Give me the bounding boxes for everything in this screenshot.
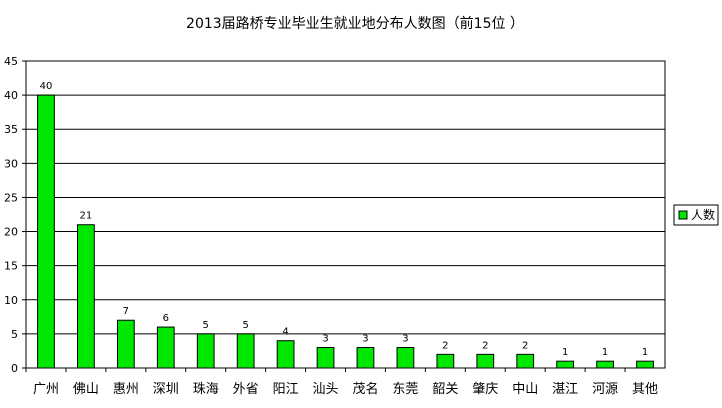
x-tick-label: 广州 [33, 382, 59, 397]
y-tick-label: 45 [4, 55, 18, 68]
y-tick-label: 25 [4, 191, 18, 204]
legend-swatch-icon [678, 210, 688, 220]
y-tick-label: 15 [4, 260, 18, 273]
bars [37, 94, 654, 369]
legend-label: 人数 [691, 207, 715, 222]
data-label: 7 [123, 306, 129, 317]
bar-4 [196, 333, 215, 369]
data-label: 3 [362, 334, 368, 345]
bar-9 [396, 347, 415, 369]
x-tick-label: 东莞 [392, 382, 418, 397]
bar-13 [556, 360, 575, 369]
data-label: 2 [522, 340, 528, 351]
bar-0 [37, 94, 55, 369]
data-label: 5 [242, 320, 248, 331]
x-tick-label: 肇庆 [472, 382, 498, 397]
data-label: 5 [203, 320, 209, 331]
x-tick-label: 外省 [233, 382, 259, 397]
data-label: 1 [562, 347, 568, 358]
y-tick-label: 10 [4, 294, 18, 307]
bar-12 [516, 353, 535, 369]
x-tick-label: 其他 [632, 382, 658, 397]
bar-6 [276, 340, 295, 369]
bar-14 [596, 360, 614, 369]
y-axis-ticks: 0 5 10 15 20 25 30 35 40 45 [4, 55, 26, 375]
x-tick-label: 河源 [592, 382, 618, 397]
bar-8 [356, 347, 375, 369]
x-tick-label: 惠州 [113, 382, 139, 397]
bar-3 [156, 326, 175, 369]
x-tick-label: 韶关 [432, 381, 458, 397]
bar-15 [636, 360, 654, 369]
x-tick-label: 珠海 [193, 382, 219, 397]
bar-2 [116, 319, 135, 369]
bar-7 [316, 347, 335, 369]
x-tick-label: 佛山 [73, 382, 99, 397]
chart-title: 2013届路桥专业毕业生就业地分布人数图（前15位 ） [186, 15, 524, 32]
x-axis-categories: 广州 佛山 惠州 深圳 珠海 外省 阳江 汕头 茂名 东莞 韶关 肇庆 中山 湛江 河源 其他 [25, 368, 658, 397]
x-tick-label: 中山 [512, 382, 538, 397]
data-label: 3 [322, 334, 328, 345]
data-label: 21 [80, 211, 93, 222]
bar-11 [476, 353, 495, 369]
y-tick-label: 30 [4, 157, 18, 170]
data-label: 6 [163, 313, 169, 324]
legend: 人数 [673, 204, 719, 226]
x-tick-label: 茂名 [352, 381, 378, 397]
bar-1 [77, 224, 95, 369]
data-label: 4 [282, 327, 288, 338]
y-tick-label: 20 [4, 226, 18, 239]
legend-box [673, 204, 719, 226]
x-tick-label: 汕头 [313, 382, 339, 397]
data-label: 40 [40, 81, 53, 92]
data-label: 2 [442, 340, 448, 351]
data-label: 2 [482, 340, 488, 351]
y-tick-label: 5 [11, 328, 18, 341]
y-tick-label: 35 [4, 123, 18, 136]
data-label: 3 [402, 334, 408, 345]
bar-10 [436, 353, 455, 369]
data-label: 1 [642, 347, 648, 358]
y-tick-label: 0 [11, 362, 18, 375]
x-tick-label: 湛江 [552, 382, 578, 397]
plot-area [25, 60, 666, 369]
y-tick-label: 40 [4, 89, 18, 102]
x-tick-label: 阳江 [273, 382, 299, 397]
data-label: 1 [602, 347, 608, 358]
bar-5 [236, 333, 255, 369]
x-tick-label: 深圳 [153, 382, 179, 397]
